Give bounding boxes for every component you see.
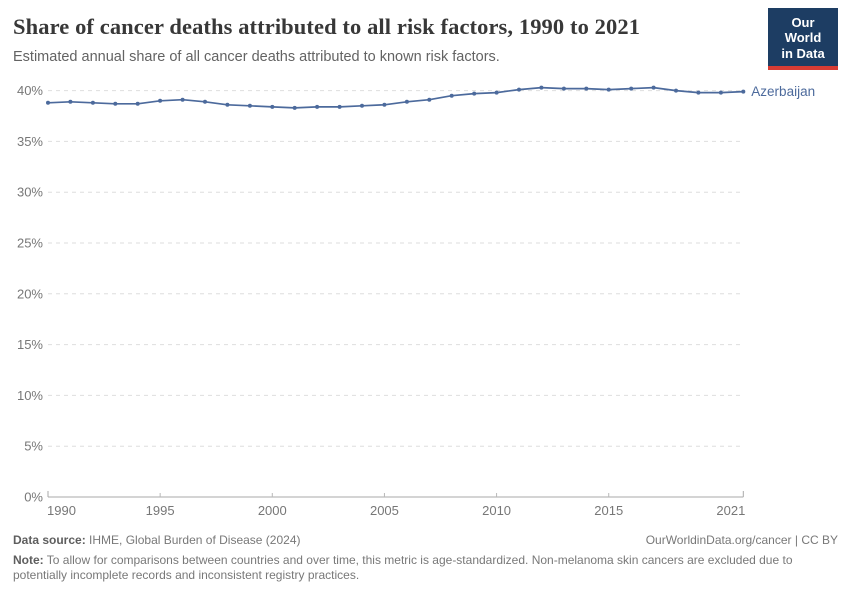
y-tick-label-15: 15% (17, 337, 43, 352)
chart-footer: Data source: IHME, Global Burden of Dise… (13, 533, 838, 583)
x-tick-label-2021: 2021 (716, 503, 745, 518)
y-tick-label-30: 30% (17, 185, 43, 200)
data-point-2012[interactable] (539, 85, 544, 90)
data-point-1992[interactable] (90, 100, 95, 105)
data-point-2011[interactable] (517, 87, 521, 92)
chart-subtitle: Estimated annual share of all cancer dea… (13, 49, 500, 65)
series-label-azerbaijan[interactable]: Azerbaijan (751, 84, 815, 99)
footnote-label: Note: (13, 553, 44, 567)
data-point-1998[interactable] (225, 102, 230, 107)
x-tick-label-2010: 2010 (482, 503, 511, 518)
data-point-2009[interactable] (472, 91, 477, 96)
chart-title: Share of cancer deaths attributed to all… (13, 14, 641, 39)
data-point-2007[interactable] (427, 97, 432, 102)
license-link[interactable]: OurWorldinData.org/cancer | CC BY (645, 533, 838, 547)
x-tick-label-2005: 2005 (370, 503, 399, 518)
x-tick-label-2000: 2000 (258, 503, 287, 518)
data-point-1996[interactable] (180, 97, 185, 102)
data-point-1999[interactable] (247, 103, 252, 108)
logo-line-2: in Data (781, 45, 825, 61)
data-point-2001[interactable] (292, 105, 297, 110)
y-tick-label-40: 40% (17, 83, 43, 98)
data-point-2015[interactable] (606, 87, 611, 92)
data-point-2013[interactable] (561, 86, 566, 91)
y-tick-label-10: 10% (17, 388, 43, 403)
y-tick-label-0: 0% (24, 490, 43, 505)
data-point-2006[interactable] (404, 99, 409, 104)
data-point-2010[interactable] (494, 90, 499, 95)
y-tick-label-35: 35% (17, 134, 43, 149)
y-tick-label-20: 20% (17, 286, 43, 301)
footnote: Note: To allow for comparisons between c… (13, 553, 838, 583)
data-point-2004[interactable] (360, 103, 364, 108)
owid-logo: Our World in Data (768, 8, 838, 70)
data-point-2002[interactable] (315, 104, 320, 109)
data-point-1994[interactable] (135, 101, 140, 106)
data-point-1995[interactable] (158, 98, 163, 103)
data-point-2014[interactable] (584, 86, 589, 91)
data-point-2017[interactable] (651, 85, 656, 90)
azerbaijan-line[interactable] (47, 86, 745, 109)
data-source: Data source: IHME, Global Burden of Dise… (13, 533, 300, 547)
x-tick-label-1990: 1990 (47, 503, 76, 518)
data-source-text: IHME, Global Burden of Disease (2024) (89, 533, 301, 547)
data-point-2003[interactable] (337, 104, 342, 109)
data-point-2000[interactable] (270, 104, 275, 109)
x-tick-label-1995: 1995 (146, 503, 175, 518)
data-point-2018[interactable] (674, 88, 678, 93)
data-point-2020[interactable] (718, 90, 723, 95)
data-point-2005[interactable] (382, 102, 387, 107)
data-point-1990[interactable] (46, 100, 50, 105)
data-point-1991[interactable] (68, 99, 73, 104)
data-point-1997[interactable] (203, 99, 207, 104)
y-tick-label-5: 5% (24, 439, 43, 454)
logo-line-1: Our World (784, 15, 822, 46)
data-point-2021[interactable] (741, 89, 746, 94)
data-point-2008[interactable] (449, 93, 454, 98)
data-point-1993[interactable] (113, 101, 118, 106)
footnote-text: To allow for comparisons between countri… (13, 553, 793, 582)
x-tick-label-2015: 2015 (594, 503, 623, 518)
data-source-label: Data source: (13, 533, 86, 547)
y-tick-label-25: 25% (17, 236, 43, 251)
data-point-2019[interactable] (696, 90, 701, 95)
data-point-2016[interactable] (629, 86, 634, 91)
